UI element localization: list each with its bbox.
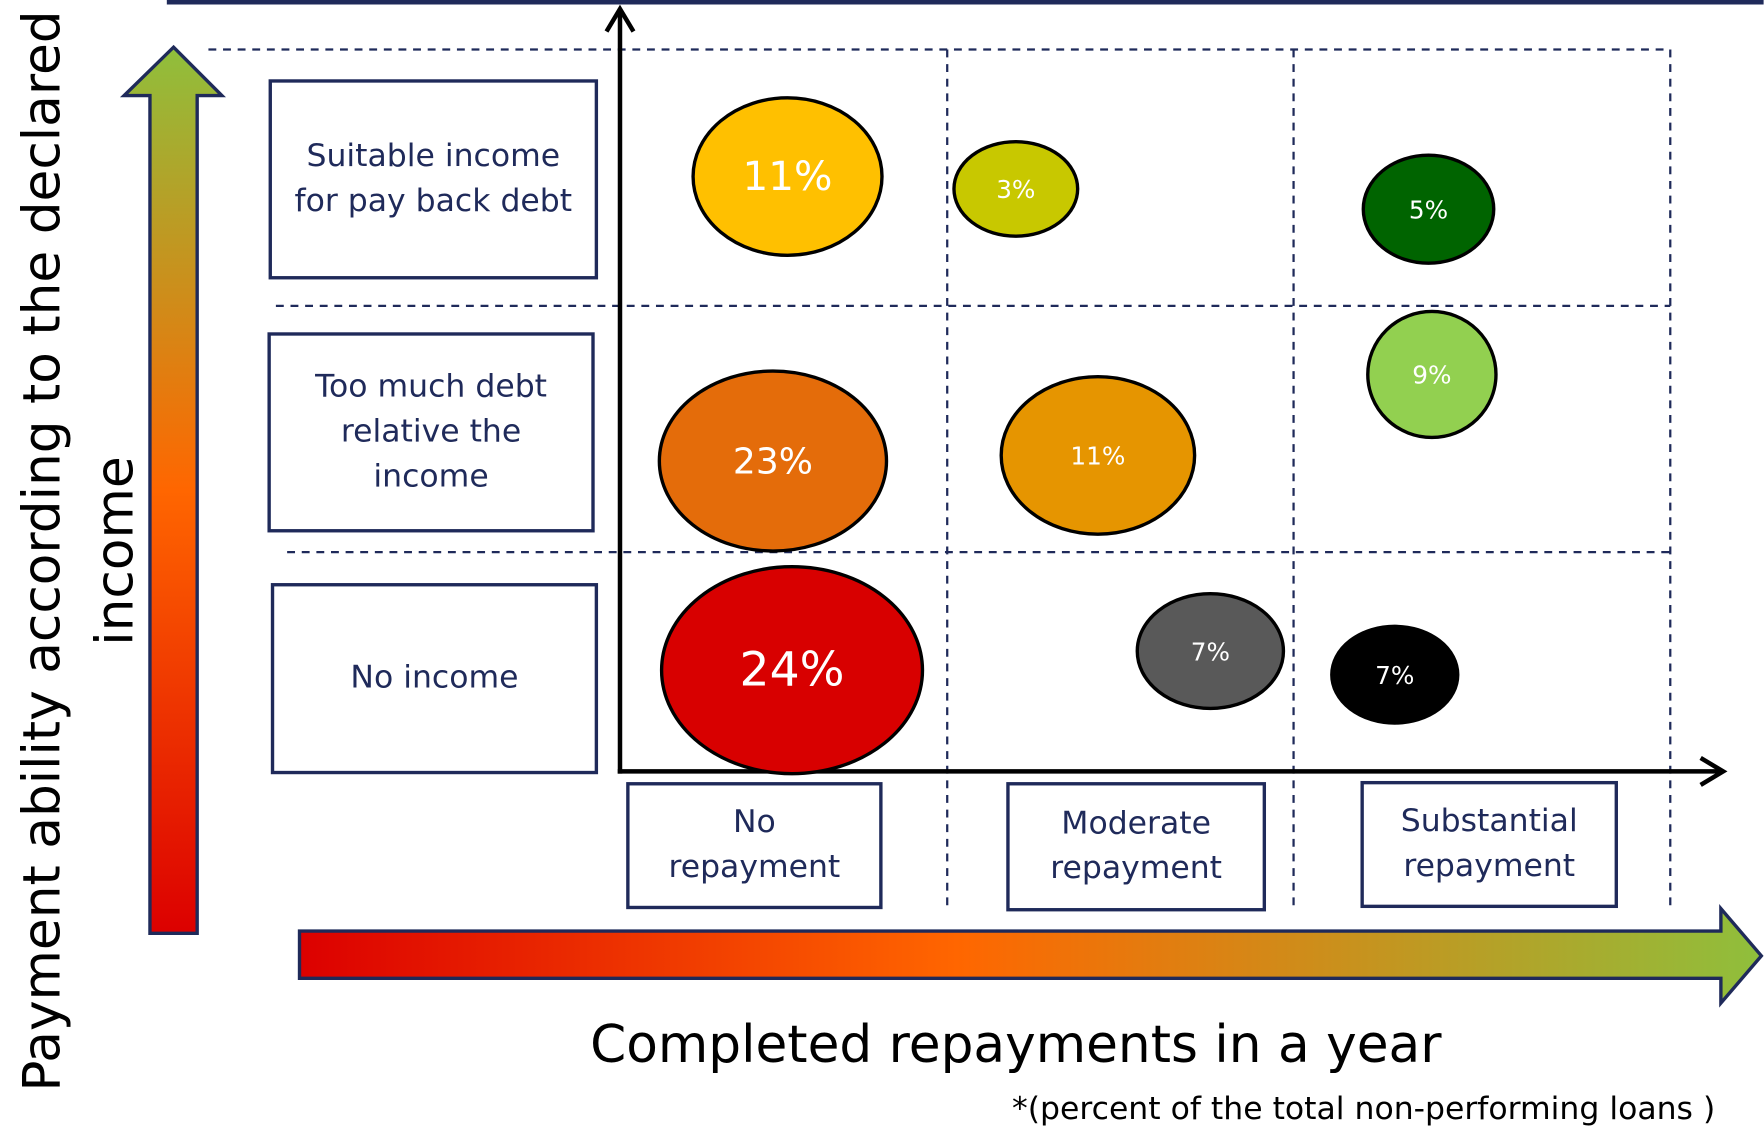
bubble bbox=[999, 375, 1197, 536]
column-box bbox=[1006, 782, 1267, 912]
column-label: repayment bbox=[668, 849, 840, 885]
row-label: income bbox=[373, 458, 488, 494]
bubble-label: 23% bbox=[733, 441, 813, 482]
x-axis-label: Completed repayments in a year bbox=[590, 1015, 1442, 1075]
y-axis-arrowhead bbox=[604, 4, 636, 33]
bubble bbox=[1366, 309, 1498, 440]
y-axis-label: Payment ability according to the declare… bbox=[12, 10, 72, 1091]
grid bbox=[208, 48, 1672, 909]
bubble bbox=[952, 140, 1080, 238]
bubble-label: 11% bbox=[1070, 442, 1125, 471]
row-label: Too much debt bbox=[314, 368, 547, 404]
column-label: Moderate bbox=[1061, 805, 1211, 841]
column-label: repayment bbox=[1050, 850, 1222, 886]
bubble bbox=[691, 96, 884, 257]
column-label: repayment bbox=[1403, 848, 1575, 884]
row-label: relative the bbox=[341, 413, 521, 449]
vertical-gradient-arrow bbox=[119, 44, 226, 936]
bubble-label: 11% bbox=[743, 152, 833, 200]
bubble bbox=[1361, 153, 1496, 265]
bubble bbox=[1135, 592, 1286, 711]
y-axis-label: income bbox=[85, 456, 145, 645]
column-box bbox=[626, 782, 883, 910]
bubble bbox=[1330, 624, 1460, 725]
bubble-label: 7% bbox=[1375, 661, 1414, 690]
bubble bbox=[659, 565, 925, 776]
content: Payment ability according to the declare… bbox=[12, 10, 1618, 1092]
bubble-label: 7% bbox=[1191, 637, 1230, 666]
footnote: *(percent of the total non-performing lo… bbox=[1012, 1091, 1715, 1127]
bubble-label: 24% bbox=[740, 642, 845, 697]
bubble bbox=[657, 369, 889, 553]
x-axis-arrowhead bbox=[1699, 755, 1728, 787]
row-box bbox=[267, 332, 595, 533]
horizontal-gradient-arrow bbox=[297, 904, 1764, 1008]
column-box bbox=[1360, 780, 1618, 909]
column-label: No bbox=[733, 804, 776, 840]
dashed-grid bbox=[208, 48, 1672, 909]
row-label: Suitable income bbox=[307, 138, 561, 174]
bubble-label: 3% bbox=[996, 175, 1035, 204]
row-label: for pay back debt bbox=[295, 183, 573, 219]
column-label: Substantial bbox=[1401, 803, 1578, 839]
row-label: No income bbox=[350, 660, 518, 696]
bubble-label: 9% bbox=[1412, 361, 1451, 390]
row-box bbox=[268, 79, 599, 280]
row-box bbox=[270, 583, 599, 775]
bubble-label: 5% bbox=[1409, 195, 1448, 224]
